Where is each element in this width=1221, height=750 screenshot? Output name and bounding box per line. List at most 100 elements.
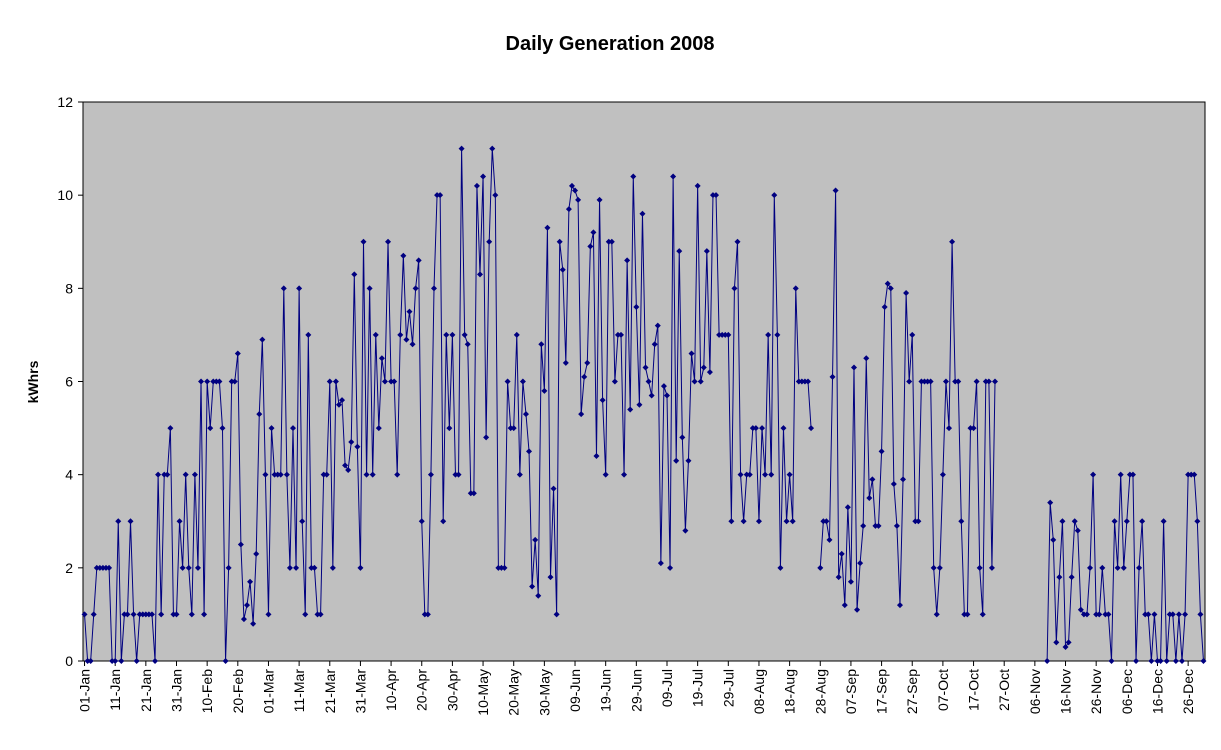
data-point xyxy=(1136,564,1143,571)
data-point xyxy=(360,238,367,245)
data-point xyxy=(1083,611,1090,618)
data-point xyxy=(293,564,300,571)
data-point xyxy=(976,564,983,571)
x-tick-label: 10-Apr xyxy=(383,669,399,711)
data-point xyxy=(198,378,205,385)
data-point xyxy=(1179,658,1186,664)
data-point xyxy=(1077,606,1084,613)
data-point xyxy=(452,471,459,478)
data-point xyxy=(363,471,370,478)
data-point xyxy=(847,578,854,585)
data-point xyxy=(412,285,419,292)
data-point xyxy=(1160,518,1167,525)
x-tick-label: 09-Jun xyxy=(567,669,583,712)
data-point xyxy=(124,611,131,618)
data-point xyxy=(277,471,284,478)
data-point xyxy=(884,280,891,287)
data-point xyxy=(1139,518,1146,525)
data-point xyxy=(136,611,143,618)
y-tick-label: 4 xyxy=(65,467,73,483)
data-point xyxy=(516,471,523,478)
data-point xyxy=(81,611,88,618)
data-point xyxy=(1154,658,1161,664)
data-point xyxy=(289,425,296,432)
data-point xyxy=(673,457,680,464)
data-point xyxy=(1126,471,1133,478)
data-point xyxy=(964,611,971,618)
data-point xyxy=(685,457,692,464)
data-point xyxy=(768,471,775,478)
data-point xyxy=(1169,611,1176,618)
data-point xyxy=(348,439,355,446)
data-point xyxy=(783,518,790,525)
data-point xyxy=(805,378,812,385)
data-point xyxy=(145,611,152,618)
data-point xyxy=(207,425,214,432)
x-tick-label: 17-Sep xyxy=(874,669,890,714)
data-point xyxy=(164,471,171,478)
data-point xyxy=(501,564,508,571)
data-point xyxy=(409,341,416,348)
data-point xyxy=(93,564,100,571)
data-point xyxy=(507,425,514,432)
data-point xyxy=(302,611,309,618)
data-point xyxy=(268,425,275,432)
y-tick-label: 8 xyxy=(65,280,73,296)
data-point xyxy=(115,518,122,525)
data-point xyxy=(1194,518,1201,525)
data-point xyxy=(909,331,916,338)
data-point xyxy=(240,616,247,623)
data-point xyxy=(1047,499,1054,506)
data-point xyxy=(1114,564,1121,571)
y-axis-label: kWhrs xyxy=(25,360,41,403)
data-point xyxy=(271,471,278,478)
data-point xyxy=(455,471,462,478)
data-point xyxy=(1129,471,1136,478)
data-point xyxy=(581,373,588,380)
data-point xyxy=(519,378,526,385)
data-point xyxy=(716,331,723,338)
x-tick-label: 26-Nov xyxy=(1088,669,1104,714)
data-point xyxy=(621,471,628,478)
data-point xyxy=(96,564,103,571)
data-point xyxy=(547,574,554,581)
data-point xyxy=(639,210,646,217)
data-point xyxy=(148,611,155,618)
data-point xyxy=(670,173,677,180)
data-point xyxy=(930,564,937,571)
data-point xyxy=(84,658,91,664)
data-point xyxy=(777,564,784,571)
data-point xyxy=(544,224,551,231)
data-point xyxy=(256,411,263,418)
data-point xyxy=(1117,471,1124,478)
data-point xyxy=(743,471,750,478)
data-point xyxy=(216,378,223,385)
data-point xyxy=(305,331,312,338)
data-point xyxy=(535,592,542,599)
data-point xyxy=(939,471,946,478)
data-point xyxy=(841,602,848,609)
data-point xyxy=(434,192,441,199)
data-point xyxy=(1145,611,1152,618)
data-point xyxy=(213,378,220,385)
data-point xyxy=(299,518,306,525)
data-point xyxy=(988,564,995,571)
data-point xyxy=(722,331,729,338)
data-point xyxy=(225,564,232,571)
data-point xyxy=(378,355,385,362)
x-tick-label: 06-Dec xyxy=(1119,669,1135,714)
data-point xyxy=(556,238,563,245)
data-point xyxy=(636,401,643,408)
data-point xyxy=(464,341,471,348)
data-point xyxy=(970,425,977,432)
x-tick-label: 20-Apr xyxy=(414,669,430,711)
data-point xyxy=(676,248,683,255)
data-point xyxy=(323,471,330,478)
data-point xyxy=(210,378,217,385)
data-point xyxy=(351,271,358,278)
data-point xyxy=(866,494,873,501)
data-point xyxy=(587,243,594,250)
data-point xyxy=(139,611,146,618)
data-point xyxy=(397,331,404,338)
x-tick-label: 21-Mar xyxy=(322,669,338,714)
